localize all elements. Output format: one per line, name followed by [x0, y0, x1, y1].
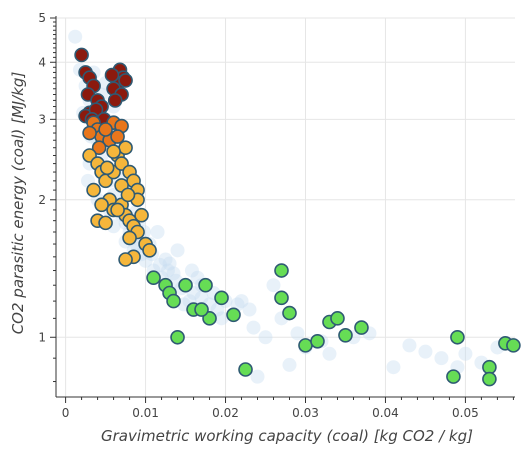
x-tick-label: 0.04	[372, 406, 399, 420]
data-point	[104, 67, 120, 83]
background-point	[170, 243, 185, 258]
background-point	[266, 278, 281, 293]
background-point	[434, 351, 449, 366]
x-tick-label: 0.05	[452, 406, 479, 420]
data-point	[446, 369, 461, 384]
background-point	[234, 294, 249, 309]
data-point	[86, 182, 101, 198]
data-point	[110, 129, 125, 144]
data-point	[506, 338, 521, 353]
background-point	[162, 256, 177, 271]
data-point	[482, 359, 497, 375]
data-point	[238, 362, 253, 377]
background-point	[160, 263, 175, 278]
data-point	[134, 207, 149, 223]
axes: 0 0.01 0.02 0.03 0.04 0.05 1 2 3 4 5	[38, 11, 515, 420]
data-point	[106, 144, 121, 159]
data-point	[330, 311, 345, 326]
data-point	[107, 93, 123, 108]
background-point	[68, 29, 83, 44]
data-point	[282, 305, 297, 321]
data-point	[482, 371, 497, 387]
background-point	[246, 320, 261, 335]
data-point	[74, 47, 89, 63]
y-tick-label: 3	[38, 112, 46, 126]
x-tick-label: 0.01	[132, 406, 159, 420]
background-point	[194, 290, 209, 305]
background-point	[214, 311, 229, 326]
x-tick-label: 0	[62, 406, 70, 420]
x-axis-title: Gravimetric working capacity (coal) [kg …	[101, 427, 473, 445]
background-point	[152, 257, 167, 272]
y-tick-label: 4	[38, 55, 46, 69]
data-point	[170, 329, 185, 345]
data-point	[166, 293, 181, 309]
background-point	[150, 225, 165, 240]
background-point	[402, 338, 417, 353]
background-point	[322, 346, 337, 361]
background-point	[158, 252, 173, 267]
y-tick-label: 1	[38, 330, 46, 344]
data-point	[198, 277, 213, 293]
grid	[56, 17, 515, 397]
background-point	[184, 263, 199, 278]
data-point	[120, 187, 136, 203]
data-point	[194, 302, 209, 317]
data-point	[178, 277, 193, 293]
y-tick-label: 2	[38, 193, 46, 207]
data-point	[122, 230, 137, 246]
data-point	[118, 252, 133, 267]
data-point	[450, 329, 465, 345]
data-point	[226, 307, 241, 323]
background-point	[250, 369, 265, 384]
data-point	[99, 160, 115, 176]
data-point	[98, 122, 113, 137]
background-point	[242, 302, 257, 317]
data-point	[202, 311, 217, 326]
data-point	[110, 202, 125, 218]
x-tick-label: 0.03	[292, 406, 319, 420]
data-point	[214, 290, 229, 306]
x-tick-label: 0.02	[212, 406, 239, 420]
data-point	[354, 320, 369, 335]
data-point	[91, 140, 107, 156]
y-axis-title: CO2 parasitic energy (coal) [MJ/kg]	[9, 72, 27, 335]
data-point	[146, 270, 161, 286]
background-point	[418, 344, 433, 359]
data-point	[98, 215, 113, 231]
data-point	[274, 263, 289, 278]
data-point	[82, 125, 97, 141]
background-point	[458, 346, 473, 361]
background-points	[68, 29, 505, 384]
data-point	[338, 327, 353, 343]
data-point	[274, 290, 289, 306]
data-point	[310, 333, 325, 349]
highlighted-points	[74, 47, 521, 387]
background-point	[258, 330, 273, 345]
data-point	[118, 73, 133, 88]
data-point	[298, 338, 313, 353]
y-tick-label: 5	[38, 11, 46, 25]
background-point	[282, 357, 297, 372]
background-point	[386, 360, 401, 375]
data-point	[118, 140, 133, 156]
background-point	[166, 266, 181, 281]
data-point	[94, 197, 109, 213]
data-point	[142, 243, 157, 258]
background-point	[290, 326, 305, 341]
